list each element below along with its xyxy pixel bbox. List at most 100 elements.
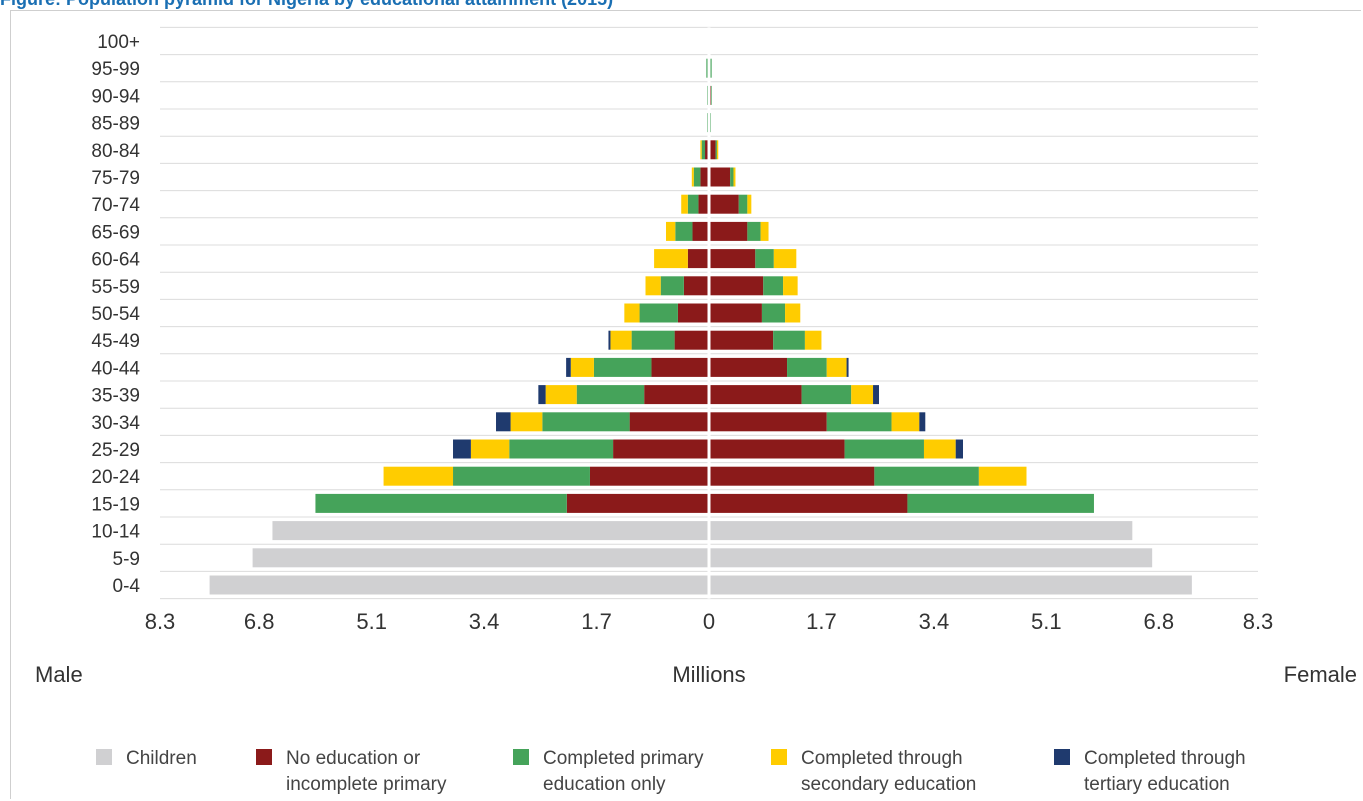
bar-male-completed-through-secondary-education	[700, 140, 702, 160]
bar-female-completed-through-tertiary-education	[955, 439, 963, 459]
bar-male-no-education-or-incomplete-primary	[683, 276, 709, 296]
legend-swatch-children	[96, 749, 112, 765]
bar-male-no-education-or-incomplete-primary	[687, 249, 709, 269]
bar-female-completed-primary-education-only	[710, 85, 712, 105]
bar-male-completed-primary-education-only	[453, 466, 590, 486]
chart-panel: 0-4 5-9 10-14 15-19 20-24 25-29 30-34 35-39 40-4…	[10, 10, 1361, 799]
bar-male-children	[252, 548, 709, 568]
bar-female-completed-primary-education-only	[801, 385, 852, 405]
bar-male-completed-primary-education-only	[707, 85, 708, 105]
bar-male-children	[272, 521, 709, 541]
bar-male-completed-through-tertiary-education	[608, 330, 611, 350]
x-tick-label: 3.4	[469, 609, 500, 634]
age-label: 60-64	[91, 250, 140, 271]
age-label: 85-89	[91, 114, 140, 135]
bar-male-completed-through-secondary-education	[610, 330, 632, 350]
bar-female-completed-through-secondary-education	[733, 167, 736, 187]
age-label: 80-84	[91, 141, 140, 162]
x-tick-label: 1.7	[806, 609, 837, 634]
bar-male-no-education-or-incomplete-primary	[705, 140, 709, 160]
x-tick-label: 3.4	[919, 609, 950, 634]
bar-female-completed-through-secondary-education	[978, 466, 1027, 486]
bar-female-no-education-or-incomplete-primary	[709, 194, 739, 214]
x-tick-label: 8.3	[1243, 609, 1274, 634]
age-label: 50-54	[91, 304, 140, 325]
bar-female-completed-primary-education-only	[747, 221, 761, 241]
bar-female-no-education-or-incomplete-primary	[709, 249, 756, 269]
bar-female-completed-through-secondary-education	[773, 249, 797, 269]
bar-female-completed-through-secondary-education	[804, 330, 822, 350]
legend-label-children: Children	[126, 748, 197, 769]
bar-female-completed-primary-education-only	[761, 303, 786, 323]
bar-male-completed-primary-education-only	[701, 140, 706, 160]
bar-male-no-education-or-incomplete-primary	[644, 385, 709, 405]
age-label: 100+	[97, 32, 140, 53]
bar-male-children	[209, 575, 709, 595]
legend-item-secondary: Completed through secondary education	[771, 746, 976, 798]
bar-female-completed-primary-education-only	[763, 276, 784, 296]
bar-male-completed-primary-education-only	[687, 194, 699, 214]
bar-male-completed-through-secondary-education	[510, 412, 543, 432]
bar-male-completed-primary-education-only	[675, 221, 693, 241]
age-label: 20-24	[91, 467, 140, 488]
labels: 0-4 5-9 10-14 15-19 20-24 25-29 30-34 35-39 40-4…	[35, 32, 1357, 687]
age-label: 25-29	[91, 440, 140, 461]
age-label: 40-44	[91, 358, 140, 379]
bar-female-completed-primary-education-only	[710, 113, 711, 133]
legend-swatch-no-education	[256, 749, 272, 765]
x-axis-label: Millions	[672, 662, 745, 687]
legend-item-tertiary: Completed through tertiary education	[1054, 746, 1246, 798]
x-tick-label: 6.8	[1143, 609, 1174, 634]
bar-female-completed-through-tertiary-education	[919, 412, 926, 432]
age-label: 90-94	[91, 86, 140, 107]
bar-female-completed-through-secondary-education	[923, 439, 956, 459]
bar-male-completed-through-secondary-education	[624, 303, 640, 323]
bar-female-completed-through-secondary-education	[747, 194, 752, 214]
bar-male-completed-through-tertiary-education	[566, 357, 571, 377]
legend-label-no-education: No education or incomplete primary	[286, 748, 447, 795]
bar-female-no-education-or-incomplete-primary	[709, 221, 748, 241]
bar-male-completed-through-tertiary-education	[496, 412, 511, 432]
bar-male-completed-through-secondary-education	[666, 221, 676, 241]
bar-male-completed-through-secondary-education	[383, 466, 454, 486]
male-label: Male	[35, 662, 83, 687]
bar-male-completed-primary-education-only	[707, 113, 708, 133]
bar-female-children	[709, 521, 1133, 541]
bar-female-completed-through-tertiary-education	[846, 357, 849, 377]
age-label: 0-4	[113, 576, 141, 597]
bar-female-completed-primary-education-only	[730, 167, 734, 187]
bars	[209, 27, 1192, 599]
bar-female-children	[709, 575, 1192, 595]
age-label: 70-74	[91, 195, 140, 216]
bar-male-completed-through-tertiary-education	[538, 385, 546, 405]
bar-male-completed-primary-education-only	[315, 493, 567, 513]
age-label: 55-59	[91, 277, 140, 298]
bar-female-no-education-or-incomplete-primary	[709, 439, 845, 459]
bar-female-completed-primary-education-only	[826, 412, 892, 432]
bar-female-completed-primary-education-only	[715, 140, 717, 160]
age-label: 75-79	[91, 168, 140, 189]
legend-item-no-education: No education or incomplete primary	[256, 746, 447, 798]
bar-male-no-education-or-incomplete-primary	[629, 412, 709, 432]
age-label: 65-69	[91, 222, 140, 243]
bar-male-completed-through-secondary-education	[545, 385, 577, 405]
bar-female-completed-through-secondary-education	[783, 276, 798, 296]
bar-female-completed-through-secondary-education	[891, 412, 920, 432]
bar-male-no-education-or-incomplete-primary	[651, 357, 709, 377]
bar-female-no-education-or-incomplete-primary	[709, 385, 802, 405]
bar-male-completed-primary-education-only	[660, 276, 684, 296]
bar-female-children	[709, 548, 1153, 568]
bar-female-completed-primary-education-only	[738, 194, 748, 214]
bar-male-no-education-or-incomplete-primary	[677, 303, 709, 323]
bar-female-no-education-or-incomplete-primary	[709, 140, 716, 160]
legend-swatch-tertiary	[1054, 749, 1070, 765]
bar-male-completed-through-tertiary-education	[453, 439, 471, 459]
bar-male-no-education-or-incomplete-primary	[674, 330, 709, 350]
legend-label-primary: Completed primary education only	[543, 748, 704, 795]
bar-female-completed-through-secondary-education	[716, 140, 719, 160]
bar-female-completed-through-secondary-education	[851, 385, 874, 405]
bar-male-completed-through-secondary-education	[691, 167, 694, 187]
legend-label-secondary: Completed through secondary education	[801, 748, 977, 795]
legend-item-children: Children	[96, 746, 197, 772]
age-label: 10-14	[91, 522, 140, 543]
